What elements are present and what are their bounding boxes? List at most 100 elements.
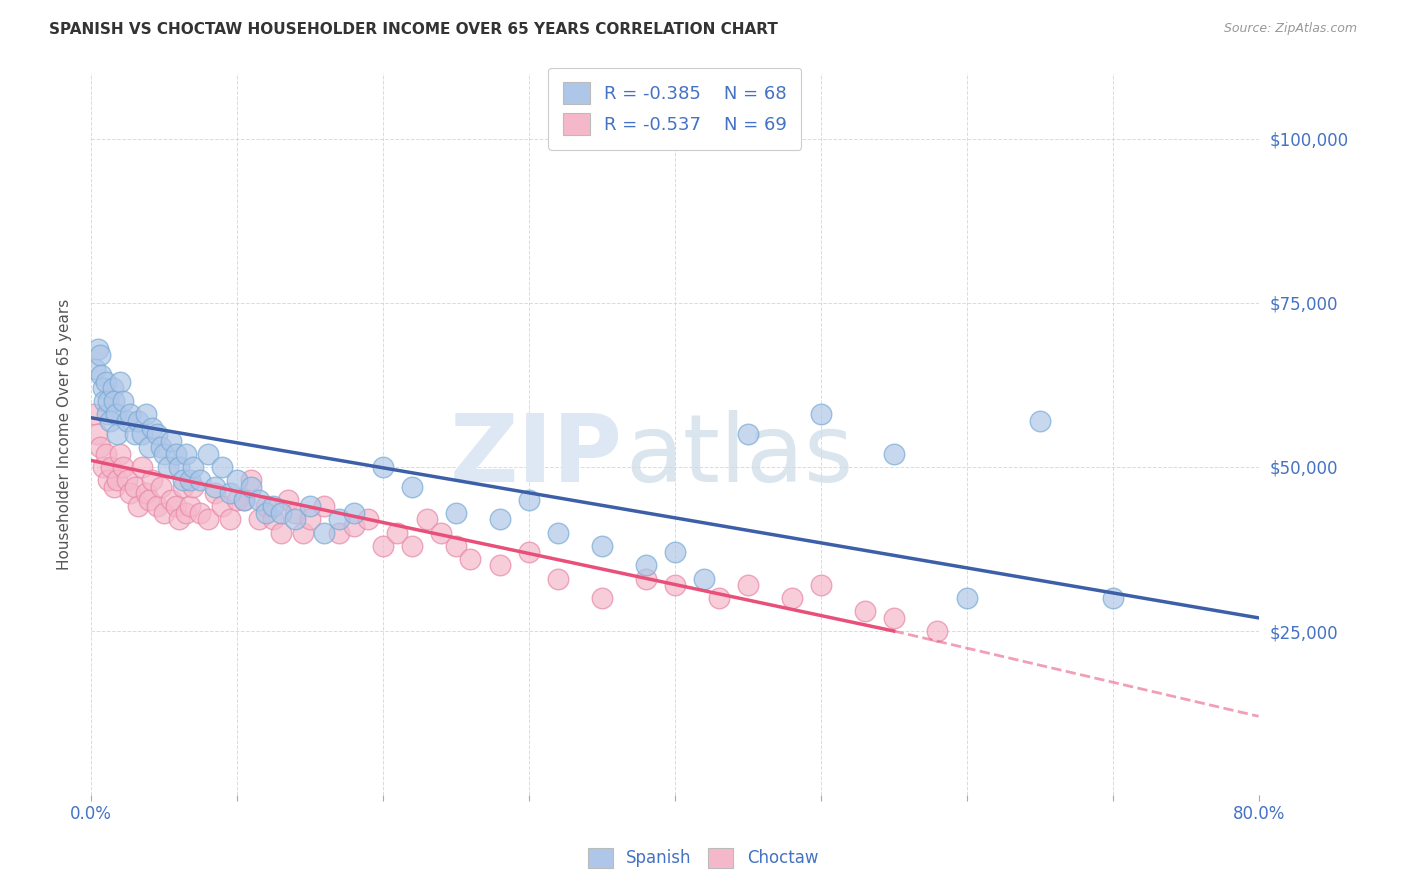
Point xyxy=(160,434,183,448)
Point xyxy=(810,578,832,592)
Point xyxy=(197,447,219,461)
Point xyxy=(233,492,256,507)
Point xyxy=(167,512,190,526)
Point xyxy=(141,473,163,487)
Point xyxy=(343,519,366,533)
Point xyxy=(956,591,979,606)
Point xyxy=(430,525,453,540)
Point xyxy=(127,414,149,428)
Point xyxy=(89,348,111,362)
Point xyxy=(96,408,118,422)
Point xyxy=(247,492,270,507)
Point xyxy=(401,539,423,553)
Point xyxy=(211,500,233,514)
Point xyxy=(343,506,366,520)
Point xyxy=(517,492,540,507)
Point xyxy=(141,420,163,434)
Point xyxy=(233,492,256,507)
Point xyxy=(160,492,183,507)
Point xyxy=(120,486,142,500)
Point xyxy=(328,512,350,526)
Point xyxy=(634,558,657,573)
Point xyxy=(262,500,284,514)
Point xyxy=(547,525,569,540)
Point xyxy=(138,440,160,454)
Point xyxy=(112,459,135,474)
Point xyxy=(853,604,876,618)
Point xyxy=(737,578,759,592)
Point xyxy=(105,427,128,442)
Point xyxy=(181,459,204,474)
Point xyxy=(117,473,139,487)
Point xyxy=(284,512,307,526)
Point xyxy=(105,473,128,487)
Point xyxy=(112,394,135,409)
Point xyxy=(127,500,149,514)
Point xyxy=(108,375,131,389)
Text: atlas: atlas xyxy=(626,409,853,502)
Point xyxy=(101,381,124,395)
Point xyxy=(120,408,142,422)
Point xyxy=(204,480,226,494)
Point xyxy=(401,480,423,494)
Text: Source: ZipAtlas.com: Source: ZipAtlas.com xyxy=(1223,22,1357,36)
Point xyxy=(225,492,247,507)
Legend: Spanish, Choctaw: Spanish, Choctaw xyxy=(581,841,825,875)
Point xyxy=(810,408,832,422)
Point xyxy=(94,375,117,389)
Point xyxy=(108,447,131,461)
Point xyxy=(145,500,167,514)
Point xyxy=(98,414,121,428)
Point xyxy=(291,525,314,540)
Point xyxy=(131,459,153,474)
Point xyxy=(145,427,167,442)
Point xyxy=(1101,591,1123,606)
Point xyxy=(174,447,197,461)
Point xyxy=(165,500,187,514)
Point xyxy=(517,545,540,559)
Point xyxy=(415,512,437,526)
Point xyxy=(927,624,949,638)
Point xyxy=(270,525,292,540)
Point xyxy=(83,408,105,422)
Point xyxy=(460,551,482,566)
Point xyxy=(104,408,127,422)
Point xyxy=(693,572,716,586)
Point xyxy=(328,525,350,540)
Point xyxy=(204,486,226,500)
Point xyxy=(157,459,180,474)
Point xyxy=(270,506,292,520)
Point xyxy=(84,361,107,376)
Point xyxy=(357,512,380,526)
Point xyxy=(190,473,212,487)
Y-axis label: Householder Income Over 65 years: Householder Income Over 65 years xyxy=(58,299,72,570)
Point xyxy=(179,473,201,487)
Point xyxy=(247,512,270,526)
Text: ZIP: ZIP xyxy=(450,409,623,502)
Point xyxy=(707,591,730,606)
Point xyxy=(254,506,277,520)
Point xyxy=(737,427,759,442)
Point xyxy=(664,545,686,559)
Point xyxy=(124,480,146,494)
Point xyxy=(135,486,157,500)
Point xyxy=(94,447,117,461)
Point xyxy=(488,512,510,526)
Point xyxy=(298,512,321,526)
Text: SPANISH VS CHOCTAW HOUSEHOLDER INCOME OVER 65 YEARS CORRELATION CHART: SPANISH VS CHOCTAW HOUSEHOLDER INCOME OV… xyxy=(49,22,778,37)
Point xyxy=(218,512,240,526)
Point xyxy=(117,414,139,428)
Point xyxy=(387,525,409,540)
Point xyxy=(165,447,187,461)
Point xyxy=(167,459,190,474)
Point xyxy=(100,459,122,474)
Point xyxy=(218,486,240,500)
Point xyxy=(124,427,146,442)
Point xyxy=(87,342,110,356)
Point xyxy=(135,408,157,422)
Point xyxy=(371,539,394,553)
Point xyxy=(138,492,160,507)
Point xyxy=(547,572,569,586)
Point xyxy=(1028,414,1050,428)
Point xyxy=(181,480,204,494)
